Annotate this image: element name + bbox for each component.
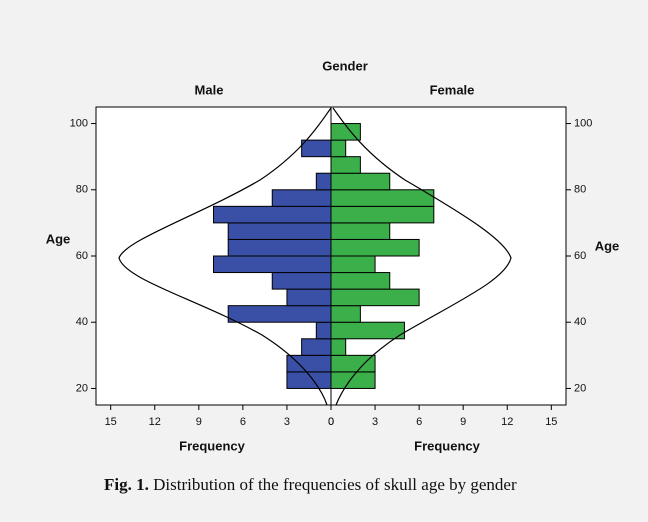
y-tick-label: 20: [76, 382, 88, 394]
bar: [286, 288, 332, 307]
bar: [330, 189, 435, 207]
bar: [330, 354, 376, 373]
x-tick-label: 0: [328, 416, 334, 428]
y-tick-label: 100: [70, 117, 88, 129]
bar: [330, 222, 391, 240]
caption-label: Fig. 1.: [104, 475, 149, 494]
y-tick-label: 60: [574, 250, 586, 262]
y-tick-label: 40: [76, 316, 88, 328]
x-tick-label: 3: [372, 416, 378, 428]
x-tick-label: 15: [545, 416, 557, 428]
density-curve: [118, 107, 332, 406]
bar: [330, 272, 391, 290]
bar: [330, 156, 361, 174]
bar: [330, 305, 361, 323]
bar: [227, 238, 332, 257]
bar: [213, 255, 332, 274]
y-tick-label: 40: [574, 316, 586, 328]
bar: [301, 338, 332, 356]
x-tick-label: 6: [240, 416, 246, 428]
chart-title: Gender: [322, 58, 368, 73]
bar: [213, 205, 332, 224]
bar: [330, 321, 405, 340]
x-axis-label: Frequency: [414, 438, 481, 453]
x-axis-label: Frequency: [179, 438, 246, 453]
y-axis-label: Age: [46, 231, 71, 246]
y-tick-label: 100: [574, 117, 592, 129]
y-tick-label: 60: [76, 250, 88, 262]
bar: [330, 172, 391, 191]
bar: [330, 338, 347, 356]
y-tick-label: 80: [574, 184, 586, 196]
x-tick-label: 12: [149, 416, 161, 428]
panel-label: Female: [430, 82, 475, 97]
panel-label: Male: [195, 82, 224, 97]
x-tick-label: 12: [501, 416, 513, 428]
y-axis-label: Age: [595, 238, 620, 253]
bar: [330, 288, 420, 307]
y-tick-label: 20: [574, 382, 586, 394]
bar: [330, 139, 347, 158]
y-tick-label: 80: [76, 184, 88, 196]
bar: [315, 321, 332, 340]
bar: [330, 205, 435, 224]
caption-text: Distribution of the frequencies of skull…: [153, 475, 517, 494]
bar: [330, 371, 376, 389]
bar: [330, 255, 376, 274]
bar: [271, 189, 332, 207]
bar: [301, 139, 332, 158]
x-tick-label: 0: [328, 416, 334, 428]
x-tick-label: 3: [284, 416, 290, 428]
bar: [330, 238, 420, 257]
bar: [227, 222, 332, 240]
density-curve: [332, 107, 512, 406]
bars: [213, 123, 435, 389]
x-tick-label: 9: [196, 416, 202, 428]
caption: Fig. 1. Distribution of the frequencies …: [104, 475, 517, 494]
bar: [315, 172, 332, 191]
x-tick-label: 9: [460, 416, 466, 428]
bar: [286, 354, 332, 373]
x-tick-label: 6: [416, 416, 422, 428]
x-tick-label: 15: [105, 416, 117, 428]
bar: [227, 305, 332, 323]
bar: [271, 272, 332, 290]
